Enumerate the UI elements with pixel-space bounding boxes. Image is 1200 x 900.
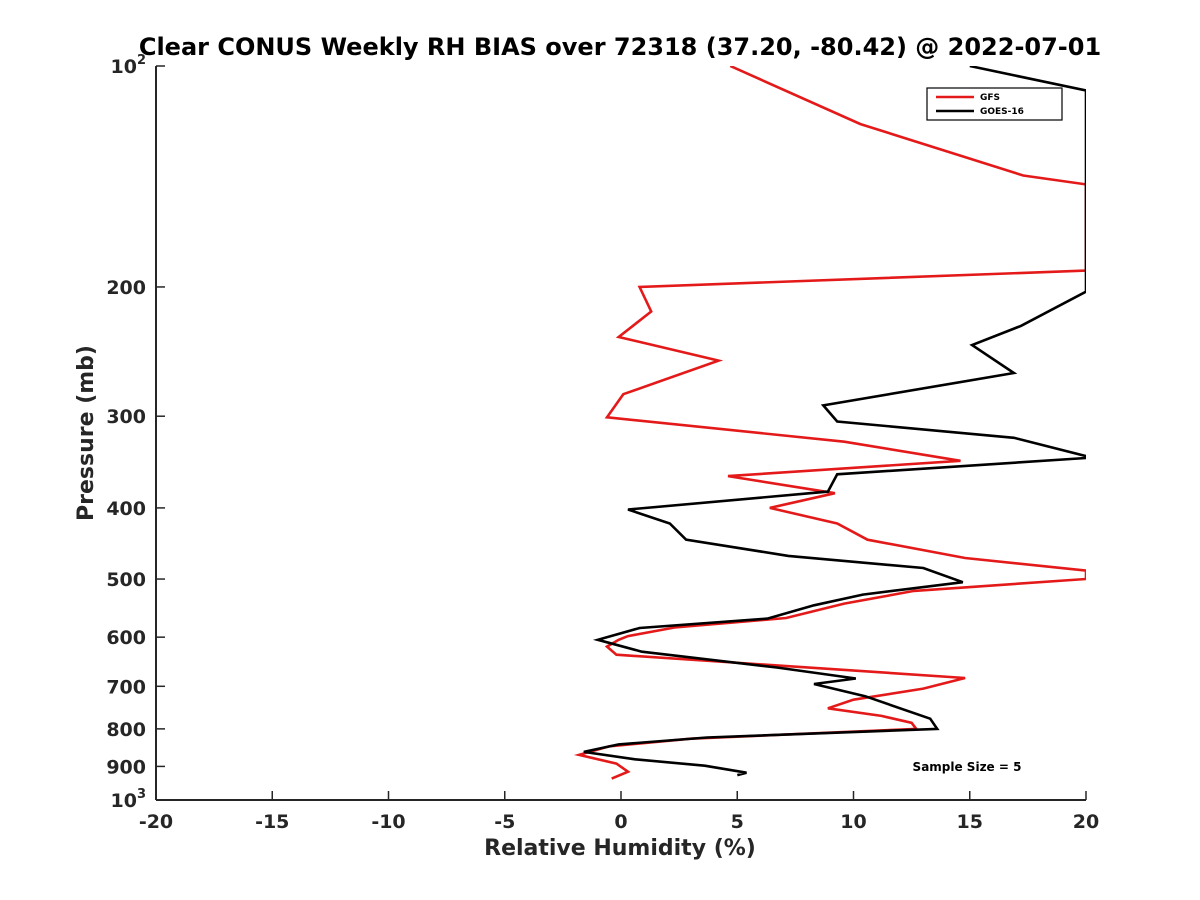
x-tick-label: -20 [139,811,173,833]
series-layer [573,66,1086,780]
y-tick-label: 300 [106,406,146,428]
y-tick-label: 200 [106,277,146,299]
axes-layer: -20 -15 -10 -5 0 5 10 15 20 102 200 300 400 500 600 700… [106,53,1099,833]
x-tick-label: -15 [255,811,289,833]
x-tick-label: -10 [371,811,405,833]
y-tick-label: 900 [106,756,146,778]
x-tick-label: 20 [1073,811,1099,833]
legend-label-goes-16: GOES-16 [980,107,1024,117]
legend: GFS GOES-16 [926,87,1063,121]
x-tick-label: 15 [957,811,983,833]
y-tick-label: 102 [111,53,147,78]
y-tick-label: 103 [111,787,147,812]
y-tick-label: 800 [106,719,146,741]
legend-label-gfs: GFS [980,93,1000,103]
x-tick-label: 0 [614,811,627,833]
x-tick-label: -5 [494,811,515,833]
x-axis-label: Relative Humidity (%) [484,836,756,861]
y-tick-label: 700 [106,676,146,698]
y-axis-label: Pressure (mb) [74,345,99,521]
gfs-series-line [573,66,1086,780]
y-tick-label: 500 [106,569,146,591]
y-tick-label: 400 [106,498,146,520]
chart-title: Clear CONUS Weekly RH BIAS over 72318 (3… [139,33,1101,61]
x-tick-label: 5 [731,811,744,833]
legend-box [926,87,1063,121]
x-tick-label: 10 [840,811,866,833]
y-tick-label: 600 [106,627,146,649]
goes-16-series-line [583,66,1086,777]
sample-size-annotation: Sample Size = 5 [913,760,1022,774]
